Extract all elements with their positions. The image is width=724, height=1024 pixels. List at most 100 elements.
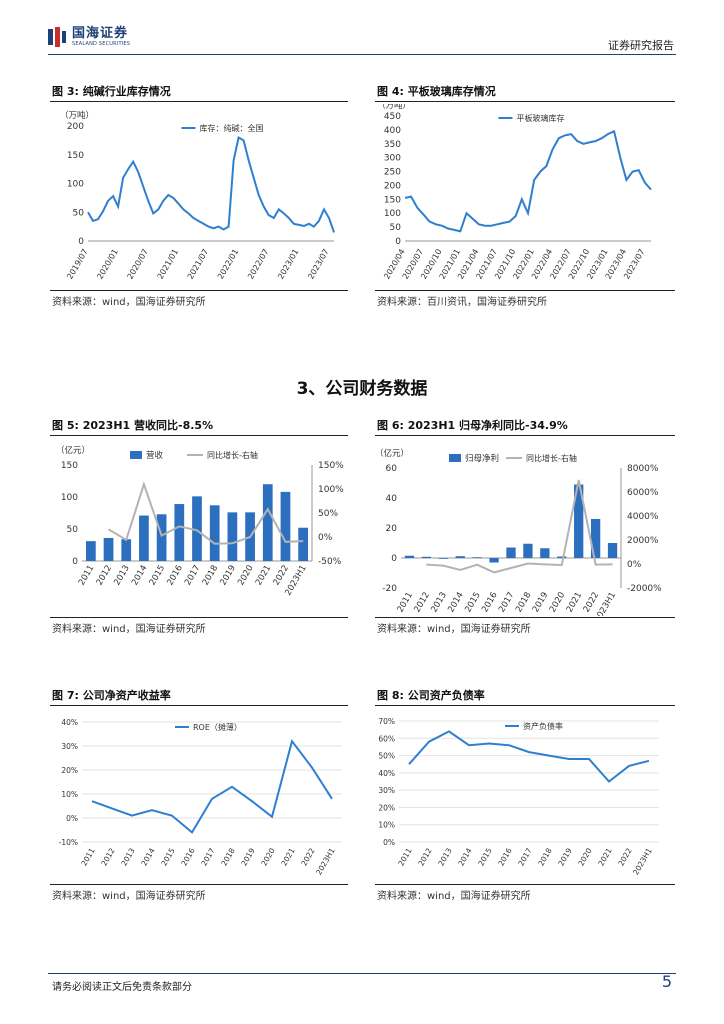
- fig3-series-line: [87, 135, 335, 233]
- fig5-ytick-label: 150: [61, 461, 78, 471]
- fig5-source-rule: [50, 617, 348, 618]
- fig8-xtick-label: 2014: [456, 846, 473, 867]
- fig3-unit-label: （万吨）: [60, 110, 94, 121]
- fig8-ytick-label: 10%: [378, 821, 395, 830]
- fig8-ytick-label: 60%: [378, 734, 395, 743]
- fig8-ytick-label: 0%: [383, 838, 395, 847]
- fig5-bar: [156, 514, 167, 561]
- fig8-xtick-label: 2017: [516, 846, 533, 867]
- fig5-y2tick-label: 0%: [318, 533, 333, 543]
- fig4-title-rule: [375, 101, 675, 102]
- fig6-xtick-label: 2019: [531, 591, 550, 615]
- fig3-ytick-label: 150: [67, 151, 84, 161]
- fig3-title: 图 3: 纯碱行业库存情况: [52, 85, 171, 98]
- footer-divider: [48, 973, 676, 974]
- fig5-xtick-label: 2020: [236, 564, 255, 588]
- fig5-ytick-label: 100: [61, 493, 78, 503]
- fig6-bar: [540, 548, 550, 558]
- fig5-xtick-label: 2019: [219, 564, 238, 588]
- fig6-bar: [574, 484, 584, 558]
- fig5-y2tick-label: -50%: [318, 557, 342, 567]
- fig5-xtick-label: 2021: [254, 564, 273, 588]
- fig4-source: 资料来源：百川资讯，国海证券研究所: [377, 297, 547, 308]
- fig5-xtick-label: 2016: [165, 564, 184, 588]
- fig5-y2tick-label: 100%: [318, 485, 344, 495]
- fig7-ytick-label: 30%: [61, 742, 78, 751]
- fig6-ytick-label: -20: [382, 584, 397, 594]
- fig6-title: 图 6: 2023H1 归母净利同比-34.9%: [377, 419, 568, 432]
- fig7-ytick-label: 10%: [61, 790, 78, 799]
- fig5-ytick-label: 0: [72, 557, 78, 567]
- fig4-ytick-label: 250: [384, 168, 401, 178]
- fig6-xtick-label: 2015: [463, 591, 482, 615]
- fig4-series-line: [404, 129, 652, 233]
- section-title: 3、公司财务数据: [296, 379, 428, 399]
- fig7-title: 图 7: 公司净资产收益率: [52, 689, 171, 702]
- fig7-ytick-label: 20%: [61, 766, 78, 775]
- fig5-y2tick-label: 50%: [318, 509, 338, 519]
- fig7-xtick-label: 2016: [179, 846, 196, 867]
- fig6-bar: [472, 557, 482, 559]
- fig5-bar: [298, 527, 309, 561]
- fig8-ytick-label: 50%: [378, 752, 395, 761]
- fig8-legend-label: 资产负债率: [523, 721, 563, 731]
- fig6-y2tick-label: 4000%: [627, 512, 659, 522]
- fig8-debt-ratio-chart: 0%10%20%30%40%50%60%70%2011 2012 2013 2014 2…: [378, 717, 659, 877]
- fig4-ytick-label: 200: [384, 181, 401, 191]
- fig6-source: 资料来源：wind，国海证券研究所: [377, 624, 531, 635]
- fig6-xtick-label: 2017: [497, 591, 516, 615]
- fig7-roe-chart: -10%0%10%20%30%40%2011 2012 2013 2014 2015 20…: [59, 718, 342, 877]
- fig7-series-line: [91, 738, 333, 834]
- fig8-series-line: [408, 730, 650, 783]
- fig6-bar: [421, 556, 432, 558]
- fig8-ytick-label: 30%: [378, 786, 395, 795]
- fig5-title-rule: [50, 435, 348, 436]
- fig7-source-rule: [50, 884, 348, 885]
- fig6-ytick-label: 40: [386, 494, 398, 504]
- fig4-glass-inventory-chart: （万吨）0501001502002503003504004502020/0420…: [377, 104, 652, 281]
- fig7-xtick-label: 2018: [219, 846, 236, 867]
- fig5-source: 资料来源：wind，国海证券研究所: [52, 624, 206, 635]
- fig6-xtick-label: 2011: [396, 591, 415, 615]
- fig5-growth-line: [107, 481, 304, 545]
- fig4-ytick-label: 350: [384, 140, 401, 150]
- fig3-xtick-label: 2019/07: [65, 248, 89, 281]
- report-type: 证券研究报告: [608, 39, 674, 52]
- sealand-logo: 国海证券 SEALAND SECURITIES: [48, 27, 130, 47]
- fig6-ytick-label: 0: [391, 554, 397, 564]
- fig3-title-rule: [50, 101, 348, 102]
- fig5-bar: [192, 496, 202, 561]
- fig3-xtick-label: 2021/01: [156, 248, 180, 281]
- fig4-ytick-label: 300: [384, 154, 401, 164]
- fig7-xtick-label: 2012: [99, 846, 116, 867]
- fig5-xtick-label: 2018: [201, 564, 220, 588]
- fig5-legend-swatch: [130, 451, 142, 459]
- fig5-bar: [227, 512, 238, 561]
- fig6-xtick-label: 2013: [429, 591, 448, 615]
- fig3-xtick-label: 2022/07: [246, 248, 270, 281]
- fig6-y2tick-label: 6000%: [627, 488, 659, 498]
- fig7-xtick-label: 2014: [139, 846, 156, 867]
- fig8-xtick-label: 2015: [476, 846, 493, 867]
- fig6-xtick-label: 2014: [446, 591, 465, 615]
- fig5-bar: [262, 484, 273, 561]
- fig8-xtick-label: 2023H1: [631, 846, 654, 876]
- fig7-xtick-label: 2013: [119, 846, 136, 867]
- fig4-ytick-label: 100: [384, 209, 401, 219]
- fig6-unit-label: （亿元）: [375, 448, 409, 459]
- fig4-legend-label: 平板玻璃库存: [516, 113, 564, 123]
- fig8-xtick-label: 2018: [536, 846, 553, 867]
- fig7-xtick-label: 2023H1: [314, 846, 337, 876]
- fig6-title-rule: [375, 435, 675, 436]
- fig3-xtick-label: 2020/01: [95, 248, 119, 281]
- logo-name-en: SEALAND SECURITIES: [72, 41, 131, 47]
- fig7-source: 资料来源：wind，国海证券研究所: [52, 891, 206, 902]
- fig6-legend-swatch: [449, 454, 461, 462]
- fig7-ytick-label: -10%: [59, 838, 78, 847]
- fig7-ytick-label: 40%: [61, 718, 78, 727]
- fig5-unit-label: （亿元）: [56, 445, 90, 456]
- fig8-xtick-label: 2021: [596, 846, 613, 867]
- fig7-xtick-label: 2022: [299, 846, 316, 867]
- fig7-ytick-label: 0%: [66, 814, 78, 823]
- fig4-ytick-label: 0: [395, 237, 401, 247]
